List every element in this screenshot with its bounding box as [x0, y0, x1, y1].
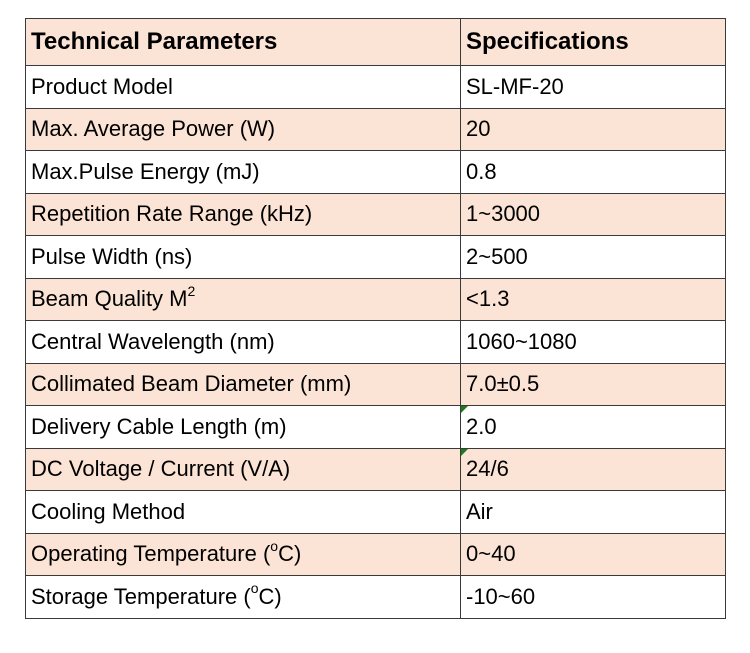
specification-value: 2.0 — [466, 413, 497, 439]
parameter-cell: Repetition Rate Range (kHz) — [25, 192, 461, 236]
table-row: Operating Temperature (oC) 0~40 — [25, 532, 726, 576]
parameter-cell: Collimated Beam Diameter (mm) — [25, 362, 461, 406]
parameter-label: Collimated Beam Diameter (mm) — [31, 371, 352, 397]
table-header-row: Technical Parameters Specifications — [25, 18, 726, 66]
specification-cell: 2.0 — [460, 405, 726, 449]
specification-value: 0~40 — [466, 541, 516, 567]
cell-comment-marker-icon — [461, 448, 468, 456]
parameter-cell: Max.Pulse Energy (mJ) — [25, 150, 461, 194]
table-row: Central Wavelength (nm) 1060~1080 — [25, 320, 726, 364]
table-row: Delivery Cable Length (m) 2.0 — [25, 405, 726, 449]
parameter-label: Max.Pulse Energy (mJ) — [31, 158, 260, 184]
parameter-cell: Max. Average Power (W) — [25, 107, 461, 151]
parameter-label: Beam Quality M — [31, 286, 188, 312]
specification-cell: 0~40 — [460, 532, 726, 576]
specification-cell: 0.8 — [460, 150, 726, 194]
parameter-cell: Operating Temperature (oC) — [25, 532, 461, 576]
parameter-cell: Product Model — [25, 65, 461, 109]
parameter-label: Product Model — [31, 73, 173, 99]
table-row: Storage Temperature (oC) -10~60 — [25, 575, 726, 619]
table-body: Product Model SL-MF-20 Max. Average Power … — [25, 65, 726, 619]
cell-comment-marker-icon — [461, 406, 468, 413]
specification-value: 20 — [466, 116, 491, 142]
specification-cell: <1.3 — [460, 277, 726, 321]
parameter-cell: Cooling Method — [25, 490, 461, 534]
parameter-label: Delivery Cable Length (m) — [31, 413, 287, 439]
specification-value: -10~60 — [466, 583, 536, 609]
specification-value: Air — [466, 498, 493, 524]
parameter-label: DC Voltage / Current (V/A) — [31, 456, 291, 482]
specification-value: <1.3 — [466, 286, 510, 312]
specification-value: 1060~1080 — [466, 328, 577, 354]
parameter-label: Pulse Width (ns) — [31, 243, 193, 269]
table-row: Max.Pulse Energy (mJ) 0.8 — [25, 150, 726, 194]
specification-cell: 1~3000 — [460, 192, 726, 236]
specification-cell: 24/6 — [460, 447, 726, 491]
spec-table: Technical Parameters Specifications Prod… — [25, 18, 726, 619]
parameter-label: Max. Average Power (W) — [31, 116, 276, 142]
specification-value: 24/6 — [466, 456, 509, 482]
parameter-label: Cooling Method — [31, 498, 186, 524]
table-row: Repetition Rate Range (kHz) 1~3000 — [25, 192, 726, 236]
table-row: Product Model SL-MF-20 — [25, 65, 726, 109]
table-row: Pulse Width (ns) 2~500 — [25, 235, 726, 279]
specification-cell: 2~500 — [460, 235, 726, 279]
parameter-superscript: o — [270, 537, 279, 554]
specification-value: 0.8 — [466, 158, 497, 184]
parameter-cell: Delivery Cable Length (m) — [25, 405, 461, 449]
parameter-cell: DC Voltage / Current (V/A) — [25, 447, 461, 491]
parameter-label: Operating Temperature ( — [31, 541, 271, 567]
parameter-cell: Beam Quality M2 — [25, 277, 461, 321]
specification-value: 1~3000 — [466, 201, 541, 227]
table-row: Cooling Method Air — [25, 490, 726, 534]
parameter-superscript: 2 — [187, 282, 196, 299]
parameter-cell: Storage Temperature (oC) — [25, 575, 461, 619]
header-parameter: Technical Parameters — [25, 18, 461, 66]
table-row: DC Voltage / Current (V/A) 24/6 — [25, 447, 726, 491]
parameter-cell: Central Wavelength (nm) — [25, 320, 461, 364]
specification-cell: 7.0±0.5 — [460, 362, 726, 406]
specification-value: 2~500 — [466, 243, 528, 269]
specification-cell: 1060~1080 — [460, 320, 726, 364]
parameter-superscript: o — [250, 580, 259, 597]
specification-cell: 20 — [460, 107, 726, 151]
specification-cell: -10~60 — [460, 575, 726, 619]
specification-value: 7.0±0.5 — [466, 371, 540, 397]
specification-cell: Air — [460, 490, 726, 534]
specification-value: SL-MF-20 — [466, 73, 564, 99]
parameter-unit: C) — [258, 583, 282, 609]
table-row: Collimated Beam Diameter (mm) 7.0±0.5 — [25, 362, 726, 406]
parameter-label: Storage Temperature ( — [31, 583, 251, 609]
parameter-label: Repetition Rate Range (kHz) — [31, 201, 313, 227]
parameter-label: Central Wavelength (nm) — [31, 328, 275, 354]
parameter-cell: Pulse Width (ns) — [25, 235, 461, 279]
parameter-unit: C) — [278, 541, 302, 567]
specification-cell: SL-MF-20 — [460, 65, 726, 109]
header-specification: Specifications — [460, 18, 726, 66]
table-row: Beam Quality M2 <1.3 — [25, 277, 726, 321]
table-row: Max. Average Power (W) 20 — [25, 107, 726, 151]
